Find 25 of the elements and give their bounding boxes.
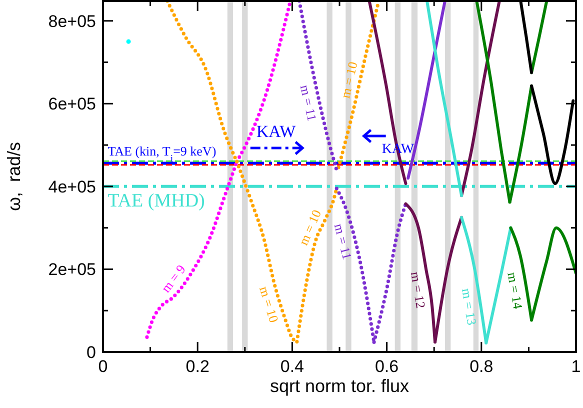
text: m = 13 [459,287,480,326]
x-tick-label: 0.2 [186,357,210,376]
text: m = 12 [408,270,429,310]
y-tick-label: 4e+05 [48,177,96,196]
y-axis-title: ω, rad/s [4,142,24,212]
text: m = 11 [331,222,356,262]
text: m = 9 [158,262,188,296]
y-tick-label: 6e+05 [48,94,96,114]
text: m = 10 [338,60,360,100]
text: m = 10 [256,284,282,324]
x-tick-label: 0 [98,357,108,376]
x-tick-label: 0.8 [470,357,494,376]
y-tick-label: 0 [86,342,96,362]
y-tick-label: 2e+05 [48,260,96,280]
annotation: TAE (kin, T$_{i}$=9 keV) [108,143,216,164]
annotation: TAE (MHD) [108,190,205,212]
annotation: KAW [256,122,297,141]
text: m = 11 [297,84,320,122]
text: m = 10 [296,207,324,248]
x-tick-label: 0.4 [280,357,304,376]
x-tick-label: 1 [571,357,581,376]
x-axis-title: sqrt norm tor. flux [270,376,410,396]
y-tick-label: 8e+05 [48,12,96,31]
x-tick-label: 0.6 [374,357,399,376]
text: m = 14 [504,271,526,311]
